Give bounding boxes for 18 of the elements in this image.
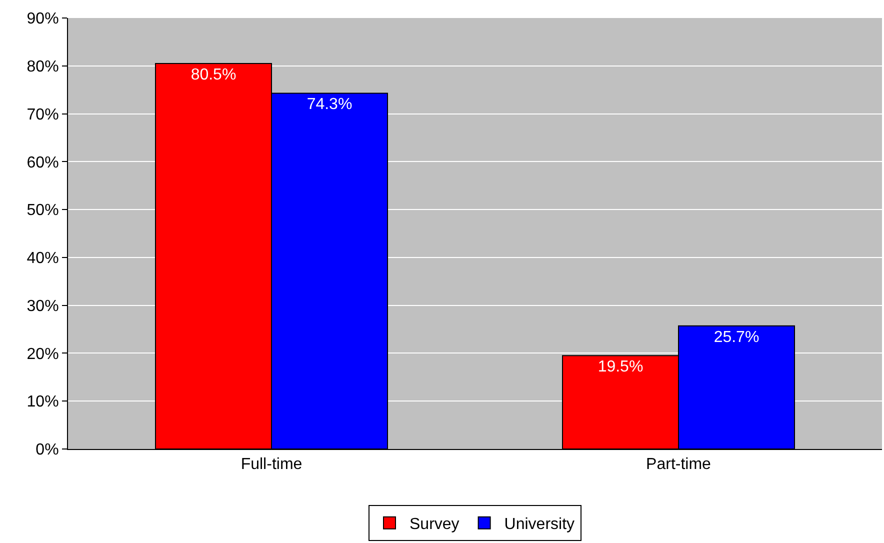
y-tick-label: 10% [26,394,59,411]
data-label: 19.5% [598,358,644,376]
data-label: 25.7% [714,328,760,346]
y-tick-label: 40% [26,250,59,268]
y-tick-label: 80% [26,58,59,76]
y-tick-label: 60% [26,154,59,172]
data-label: 80.5% [190,66,236,84]
legend-label: University [504,516,575,534]
y-tick-label: 0% [36,442,59,459]
y-tick-label: 50% [26,202,59,220]
y-tick-label: 90% [26,10,59,28]
x-tick-label: Part-time [646,456,712,474]
y-tick-label: 30% [26,298,59,315]
x-tick-label: Full-time [240,456,302,474]
data-label: 74.3% [306,96,352,114]
legend-label: Survey [410,516,460,534]
y-tick-label: 20% [26,346,59,363]
y-tick-label: 70% [26,106,59,124]
